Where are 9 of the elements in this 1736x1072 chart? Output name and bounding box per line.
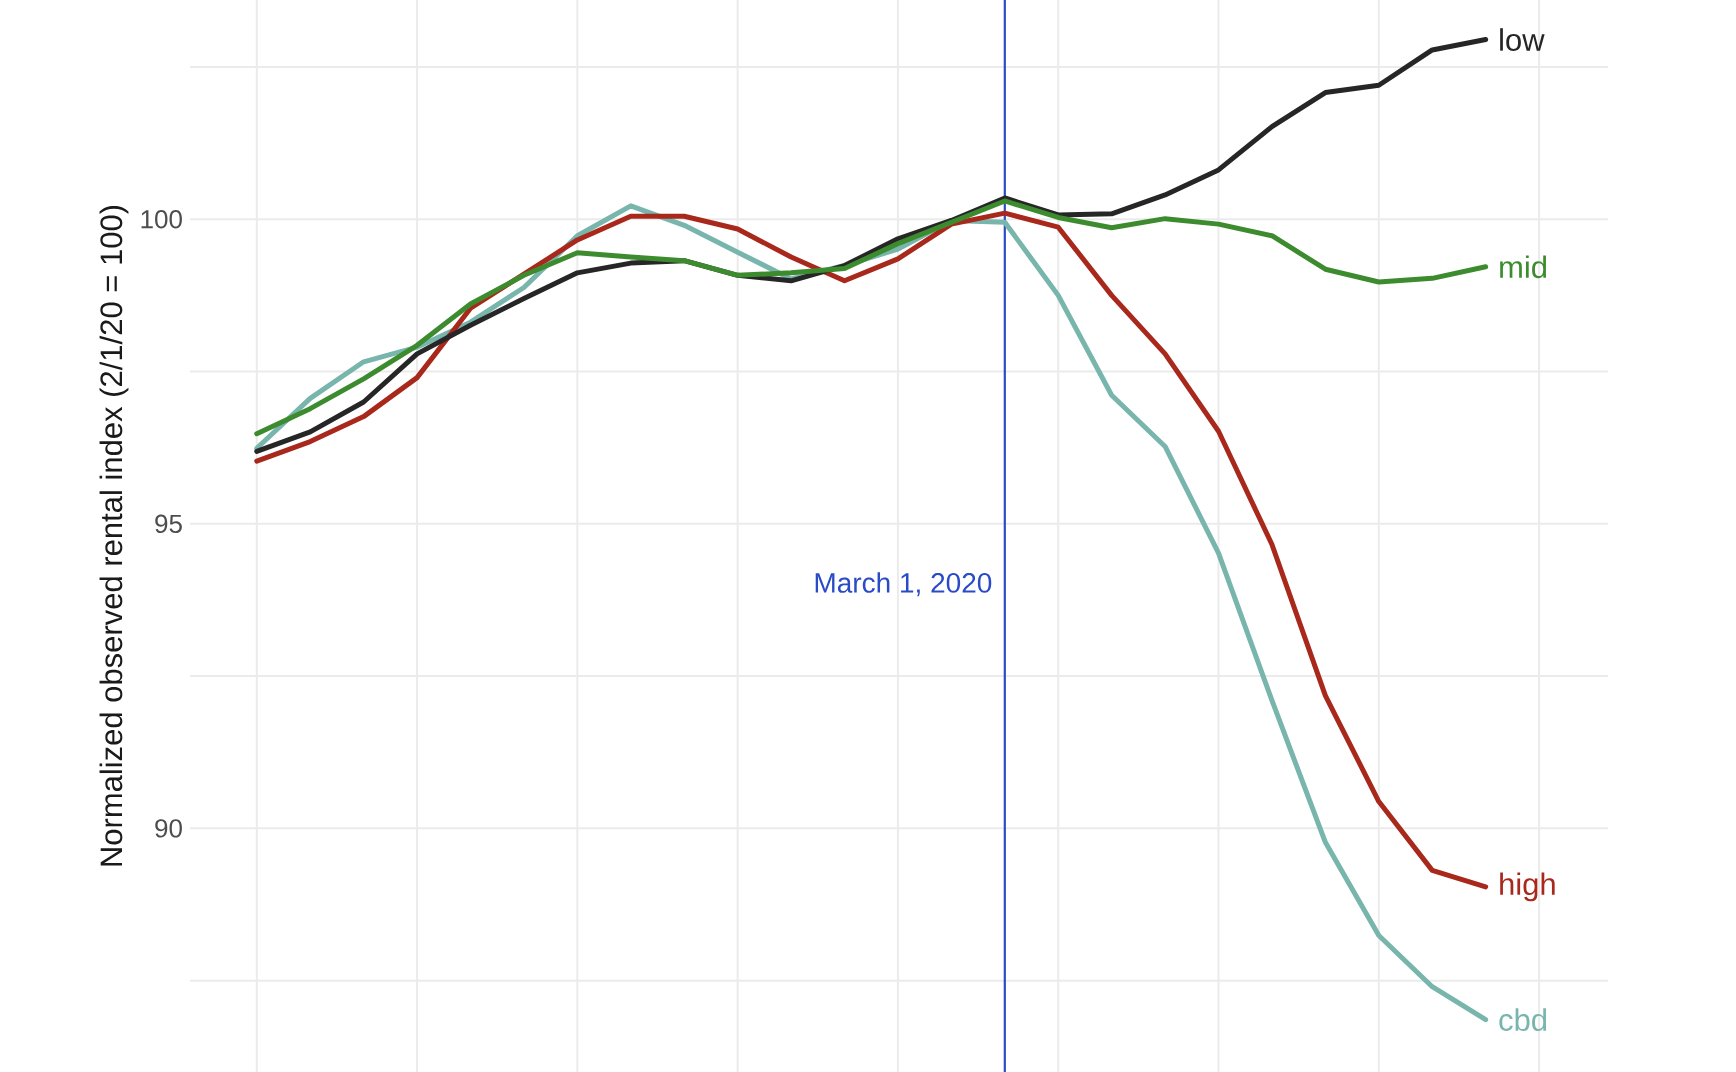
y-tick-label: 100 — [141, 210, 182, 229]
series-label: high — [1500, 872, 1555, 902]
series-label: mid — [1500, 255, 1547, 279]
series-label: cbd — [1499, 1008, 1547, 1032]
series-label: low — [1500, 28, 1545, 51]
y-tick-label: 95 — [155, 514, 182, 534]
annotation: March 1, 2020 — [815, 572, 992, 597]
y-tick-label: 90 — [155, 819, 182, 838]
y-axis-title: Normalized observed rental index (2/1/20 = 100) — [99, 205, 129, 866]
